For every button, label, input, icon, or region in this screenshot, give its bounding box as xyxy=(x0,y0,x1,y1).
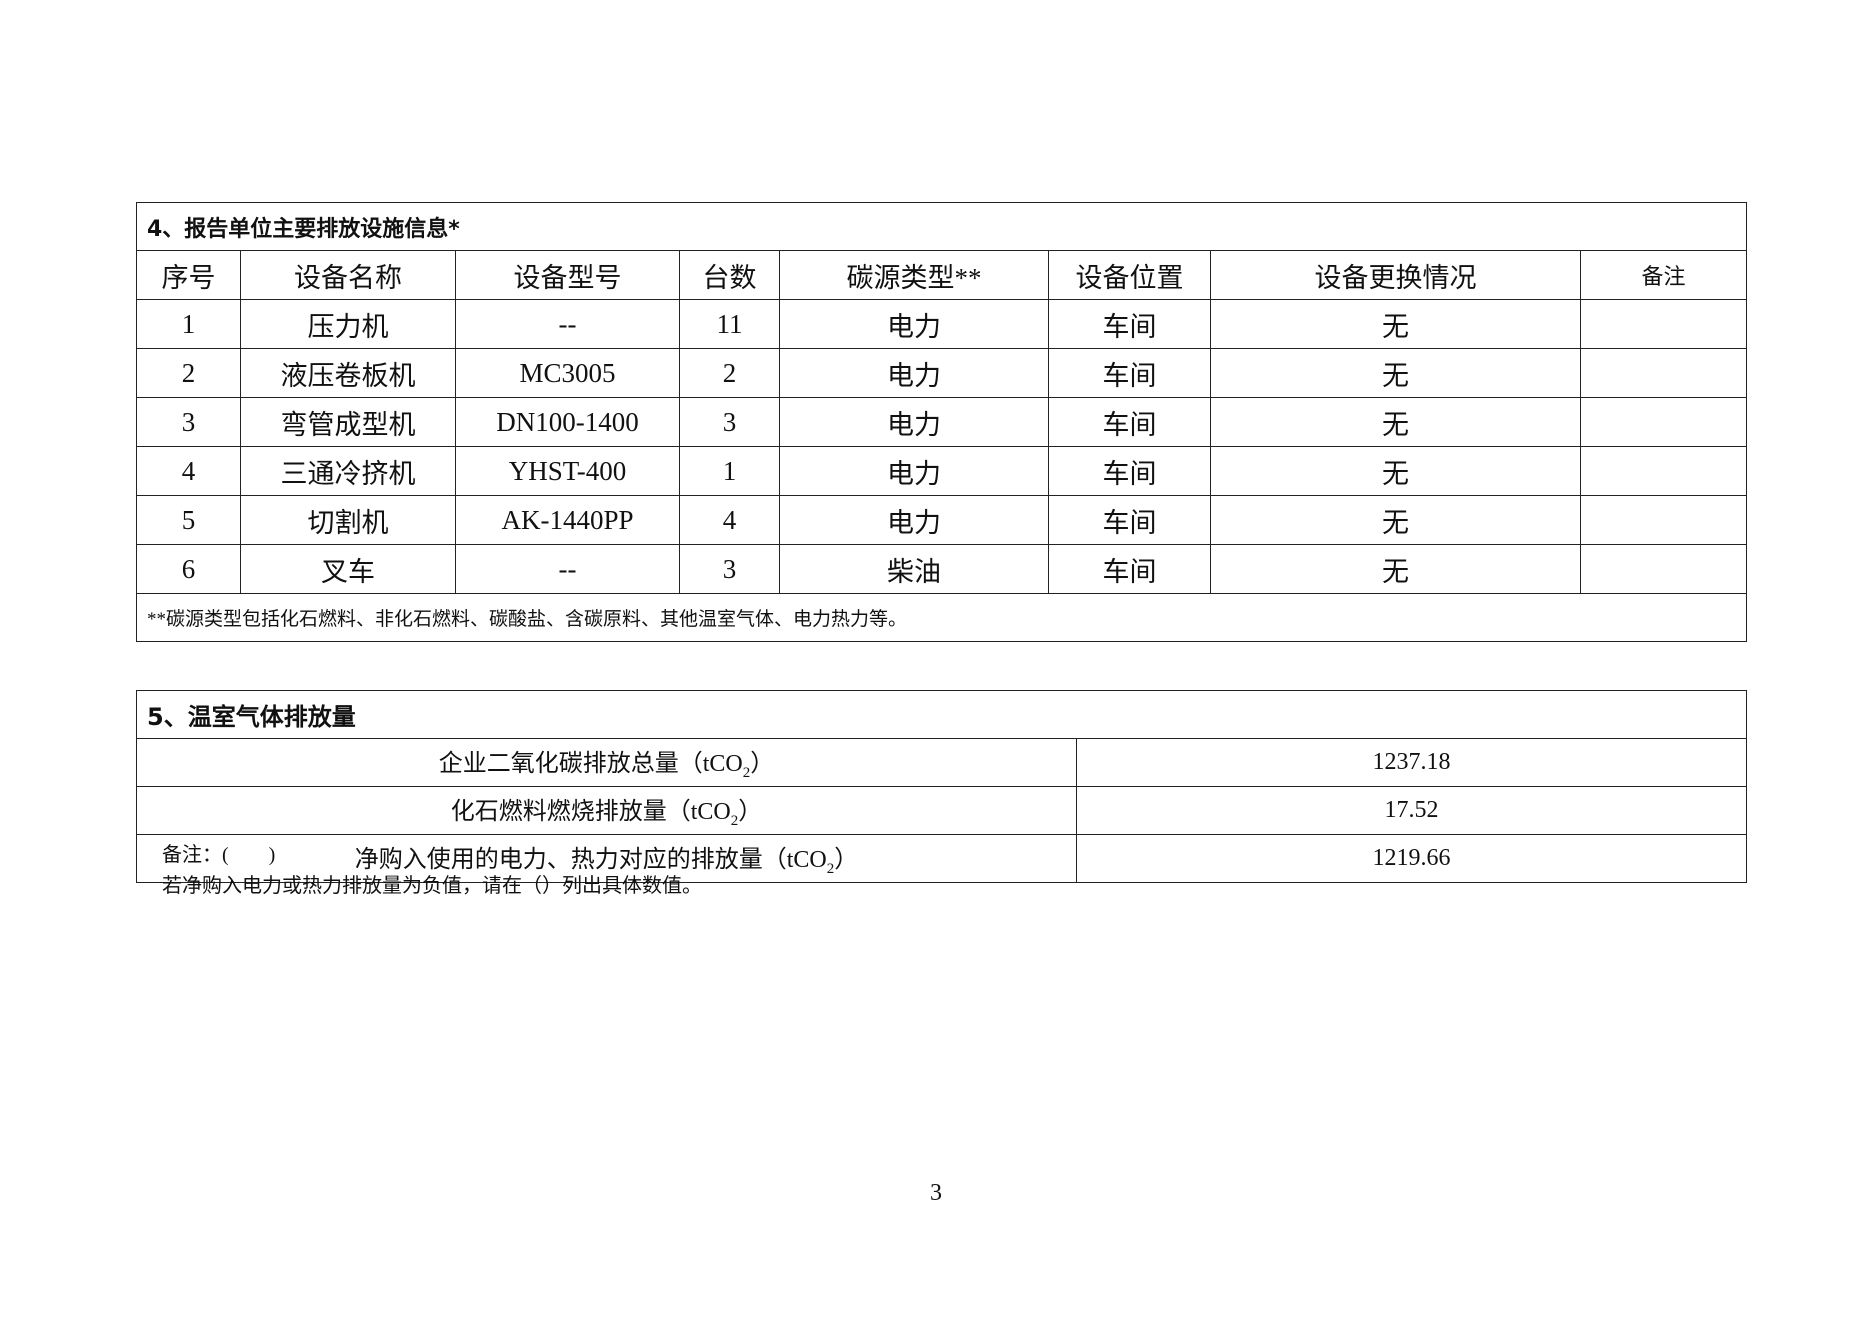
header-cell: 备注 xyxy=(1579,250,1748,300)
table-cell: 无 xyxy=(1210,299,1581,349)
ghg-emissions-table: 5、温室气体排放量 企业二氧化碳排放总量（tCO2） 1237.18 化石燃料燃烧排… xyxy=(135,690,1748,883)
table-cell: 2 xyxy=(679,348,780,398)
header-cell: 设备名称 xyxy=(240,250,456,300)
table-row: 5 切割机 AK-1440PP 4 电力 车间无 xyxy=(136,495,1748,545)
table-cell: 1 xyxy=(136,299,241,349)
header-cell: 序号 xyxy=(136,250,241,300)
emission-value: 17.52 xyxy=(1075,786,1748,835)
table-cell: 3 xyxy=(679,544,780,594)
table-cell xyxy=(1579,397,1748,447)
table-cell: 无 xyxy=(1210,544,1581,594)
table-cell: 液压卷板机 xyxy=(240,348,456,398)
table-cell xyxy=(1579,544,1748,594)
emission-row: 企业二氧化碳排放总量（tCO2） 1237.18 xyxy=(136,738,1748,787)
table-row: 1 压力机 -- 11 电力 车间无 xyxy=(136,299,1748,349)
header-cell: 台数 xyxy=(679,250,780,300)
table-row: 2 液压卷板机 MC3005 2 电力 车间无 xyxy=(136,348,1748,398)
table-cell: 切割机 xyxy=(240,495,456,545)
table-cell: 4 xyxy=(136,446,241,496)
table-cell: DN100-1400 xyxy=(455,397,680,447)
footnote: **碳源类型包括化石燃料、非化石燃料、碳酸盐、含碳原料、其他温室气体、电力热力等… xyxy=(135,593,1748,642)
emission-value: 1219.66 xyxy=(1075,834,1748,883)
header-cell: 碳源类型** xyxy=(779,250,1049,300)
table-cell xyxy=(1579,299,1748,349)
table-cell: 无 xyxy=(1210,397,1581,447)
remark-note: 若净购入电力或热力排放量为负值，请在（）列出具体数值。 xyxy=(162,875,702,897)
table-cell: 车间 xyxy=(1048,299,1211,349)
remark-line: 备注：( ) xyxy=(162,844,276,866)
table-cell: 无 xyxy=(1210,495,1581,545)
table-cell: 电力 xyxy=(779,446,1049,496)
emission-row: 净购入使用的电力、热力对应的排放量（tCO2） 1219.66 xyxy=(136,834,1748,883)
table-cell: 2 xyxy=(136,348,241,398)
emission-label: 化石燃料燃烧排放量（tCO2） xyxy=(136,786,1077,835)
table-cell: 无 xyxy=(1210,348,1581,398)
emission-row: 化石燃料燃烧排放量（tCO2） 17.52 xyxy=(136,786,1748,835)
table-cell: 电力 xyxy=(779,495,1049,545)
table-cell: 柴油 xyxy=(779,544,1049,594)
table-cell: 3 xyxy=(136,397,241,447)
table-cell: 4 xyxy=(679,495,780,545)
table-cell: MC3005 xyxy=(455,348,680,398)
table-cell: -- xyxy=(455,299,680,349)
table-cell: 电力 xyxy=(779,397,1049,447)
table-cell: 11 xyxy=(679,299,780,349)
emission-facilities-table: 4、报告单位主要排放设施信息* 序号 设备名称 设备型号 台数 碳源类型** 设… xyxy=(135,202,1748,642)
table-cell xyxy=(1579,446,1748,496)
table-cell: 电力 xyxy=(779,348,1049,398)
header-cell: 设备位置 xyxy=(1048,250,1211,300)
table-cell: 车间 xyxy=(1048,397,1211,447)
header-cell: 设备更换情况 xyxy=(1210,250,1581,300)
table-cell: 压力机 xyxy=(240,299,456,349)
table-cell: 弯管成型机 xyxy=(240,397,456,447)
table-header-row: 序号 设备名称 设备型号 台数 碳源类型** 设备位置 设备更换情况 备注 xyxy=(136,250,1748,300)
table-row: 6 叉车 -- 3 柴油 车间无 xyxy=(136,544,1748,594)
table-cell: 三通冷挤机 xyxy=(240,446,456,496)
table-cell: 无 xyxy=(1210,446,1581,496)
page-number: 3 xyxy=(930,1180,942,1206)
table-cell: YHST-400 xyxy=(455,446,680,496)
table-cell: 1 xyxy=(679,446,780,496)
emission-label: 企业二氧化碳排放总量（tCO2） xyxy=(136,738,1077,787)
emission-label: 净购入使用的电力、热力对应的排放量（tCO2） xyxy=(136,834,1077,883)
table-row: 3 弯管成型机 DN100-1400 3 电力 车间无 xyxy=(136,397,1748,447)
section4-title: 4、报告单位主要排放设施信息* xyxy=(135,202,1748,251)
table-cell: 电力 xyxy=(779,299,1049,349)
table-cell: 车间 xyxy=(1048,446,1211,496)
section5-title: 5、温室气体排放量 xyxy=(135,690,1748,739)
table-cell: 叉车 xyxy=(240,544,456,594)
header-cell: 设备型号 xyxy=(455,250,680,300)
table-cell: 6 xyxy=(136,544,241,594)
table-cell: 车间 xyxy=(1048,544,1211,594)
table-cell: AK-1440PP xyxy=(455,495,680,545)
table-cell: 车间 xyxy=(1048,348,1211,398)
table-row: 4 三通冷挤机 YHST-400 1 电力 车间无 xyxy=(136,446,1748,496)
table-cell: 3 xyxy=(679,397,780,447)
table-cell: -- xyxy=(455,544,680,594)
emission-value: 1237.18 xyxy=(1075,738,1748,787)
table-cell: 5 xyxy=(136,495,241,545)
table-cell xyxy=(1579,348,1748,398)
table-cell: 车间 xyxy=(1048,495,1211,545)
table-cell xyxy=(1579,495,1748,545)
